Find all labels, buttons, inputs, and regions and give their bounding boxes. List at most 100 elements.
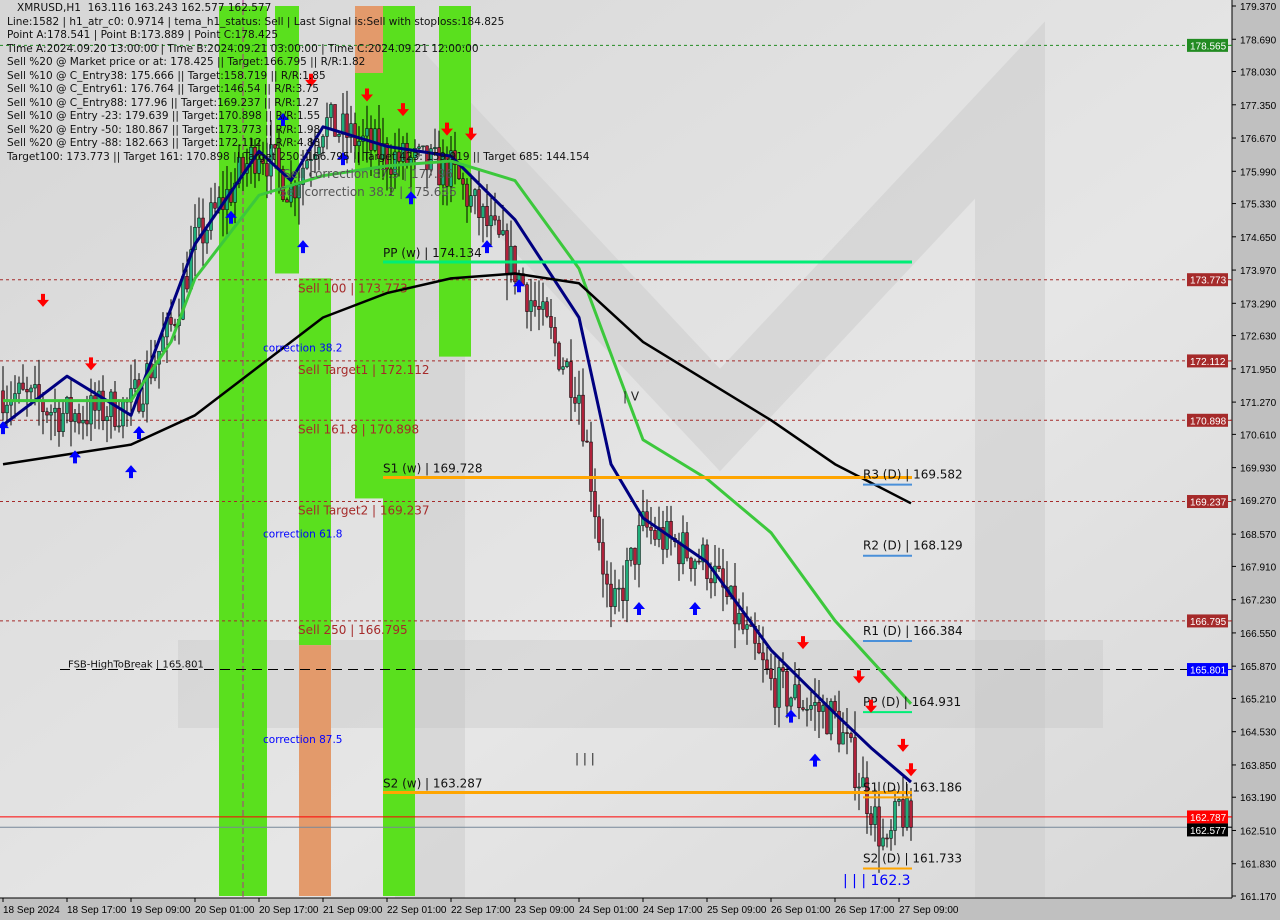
y-tick-label: 176.670 [1240,134,1277,145]
candle-body [473,189,477,196]
annotation-label: | V [623,390,640,404]
buy-arrow-icon [633,602,645,616]
sell-arrow-icon [305,73,317,87]
candle-body [909,800,913,828]
candle-body [853,737,857,788]
candle-body [569,361,573,398]
candle-body [649,526,653,531]
y-tick-label: 174.650 [1240,233,1277,244]
y-tick-label: 161.830 [1240,860,1277,871]
candle-body [653,530,657,540]
y-tick-label: 162.510 [1240,826,1277,837]
candle-body [525,284,529,312]
signal-band [355,6,383,73]
candle-body [845,732,849,734]
candle-body [481,206,485,218]
candle-body [833,701,837,712]
candle-body [493,215,497,221]
y-tick-label: 173.290 [1240,299,1277,310]
annotation-label: Sell correction 38.2 | 175.686 [279,185,457,199]
candle-body [761,652,765,661]
candle-body [161,336,165,352]
candle-body [561,366,565,370]
candle-body [789,697,793,707]
pivot-label: R2 (D) | 168.129 [863,539,963,553]
candle-body [717,565,721,570]
level-label: Sell 161.8 | 170.898 [298,422,419,436]
candle-body [593,491,597,518]
candle-body [513,245,517,283]
annotation-label: correction 61.8 [263,529,342,541]
candle-body [429,148,433,171]
x-tick-label: 21 Sep 09:00 [323,905,383,916]
sell-arrow-icon [897,738,909,752]
candle-body [461,178,465,185]
candle-body [57,407,61,432]
candle-body [65,397,69,414]
candle-body [121,400,125,427]
sell-arrow-icon [905,763,917,777]
x-tick-label: 20 Sep 01:00 [195,905,255,916]
candle-body [313,154,317,160]
candle-body [449,150,453,187]
candle-body [737,613,741,625]
candle-body [829,701,833,735]
candle-body [813,702,817,706]
candle-body [801,707,805,710]
buy-arrow-icon [481,240,493,254]
candle-body [785,671,789,707]
candle-body [357,141,361,146]
candle-body [17,382,21,394]
info-line: Sell %10 @ C_Entry38: 175.666 || Target:… [7,69,326,82]
info-line: Sell %20 @ Entry -50: 180.867 || Target:… [7,123,321,136]
candle-body [33,384,37,389]
candle-body [485,206,489,227]
candle-body [849,733,853,738]
level-label: Sell Target1 | 172.112 [298,363,430,377]
level-label: Sell Target2 | 169.237 [298,504,430,518]
candle-body [273,144,277,149]
pivot-label: S2 (w) | 163.287 [383,776,483,790]
y-tick-label: 165.870 [1240,662,1277,673]
candle-body [373,128,377,151]
candle-body [205,230,209,244]
candle-body [901,799,905,828]
x-tick-label: 23 Sep 09:00 [515,905,575,916]
y-tick-label: 168.570 [1240,530,1277,541]
sell-arrow-icon [865,699,877,713]
candle-body [349,123,353,138]
candle-body [329,104,333,118]
candle-body [321,136,325,148]
price-axis-badge-label: 178.565 [1190,41,1227,52]
candle-body [773,678,777,708]
candle-body [865,777,869,814]
sell-arrow-icon [465,127,477,141]
pivot-label: S1 (D) | 163.186 [863,780,962,794]
candle-body [805,709,809,711]
price-axis-badge-label: 173.773 [1190,276,1227,287]
candle-body [413,148,417,158]
candle-body [573,397,577,404]
x-tick-label: 22 Sep 17:00 [451,905,511,916]
price-axis-badge [1187,823,1228,837]
candle-body [193,227,197,250]
candle-body [681,532,685,565]
price-axis-badge [1187,413,1228,427]
candle-body [769,668,773,679]
candle-body [885,837,889,840]
x-tick-label: 18 Sep 2024 [3,905,60,916]
buy-arrow-icon [337,152,349,166]
y-tick-label: 167.230 [1240,596,1277,607]
pivot-label: PP (D) | 164.931 [863,695,961,709]
candle-body [721,568,725,588]
y-tick-label: 169.270 [1240,496,1277,507]
candle-body [21,382,25,390]
price-axis-badge [1187,38,1228,52]
y-tick-label: 177.350 [1240,101,1277,112]
price-axis-badge [1187,495,1228,509]
annotation-label: | | | 162.3 [843,873,911,889]
watermark-band [178,640,1103,728]
candle-body [869,813,873,825]
buy-arrow-icon [785,709,797,723]
